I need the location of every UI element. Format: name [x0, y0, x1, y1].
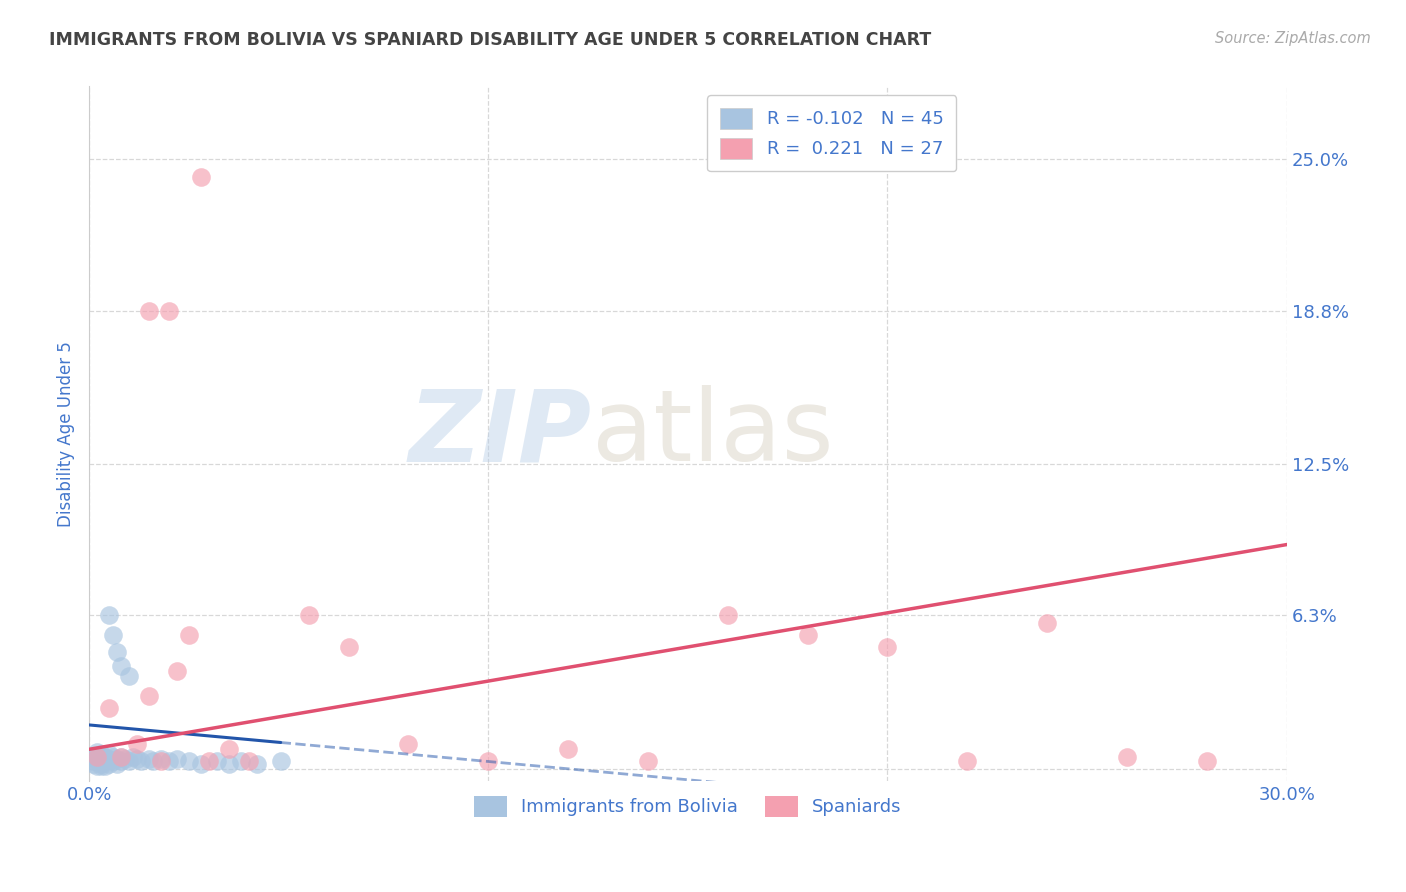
Point — [229, 755, 252, 769]
Point — [198, 755, 221, 769]
Point — [101, 749, 124, 764]
Point — [118, 669, 141, 683]
Point — [557, 742, 579, 756]
Point — [98, 608, 121, 623]
Point — [477, 755, 499, 769]
Point — [157, 303, 180, 318]
Point — [110, 749, 132, 764]
Point — [138, 303, 160, 318]
Point — [90, 759, 112, 773]
Point — [396, 738, 419, 752]
Point — [298, 608, 321, 623]
Text: atlas: atlas — [592, 385, 834, 483]
Point — [105, 756, 128, 771]
Point — [98, 747, 121, 761]
Y-axis label: Disability Age Under 5: Disability Age Under 5 — [58, 341, 75, 526]
Point — [86, 755, 108, 769]
Point — [82, 755, 104, 769]
Point — [82, 756, 104, 771]
Point — [94, 759, 117, 773]
Text: Source: ZipAtlas.com: Source: ZipAtlas.com — [1215, 31, 1371, 46]
Point — [166, 665, 188, 679]
Text: ZIP: ZIP — [409, 385, 592, 483]
Point — [796, 628, 818, 642]
Point — [101, 628, 124, 642]
Point — [105, 752, 128, 766]
Point — [218, 756, 240, 771]
Point — [157, 755, 180, 769]
Point — [190, 169, 212, 184]
Point — [1116, 749, 1139, 764]
Point — [122, 749, 145, 764]
Point — [956, 755, 979, 769]
Point — [637, 755, 659, 769]
Point — [118, 755, 141, 769]
Point — [110, 659, 132, 673]
Point — [1195, 755, 1218, 769]
Point — [90, 756, 112, 771]
Point — [270, 755, 292, 769]
Point — [86, 745, 108, 759]
Point — [337, 640, 360, 654]
Point — [110, 749, 132, 764]
Point — [98, 752, 121, 766]
Point — [86, 749, 108, 764]
Point — [94, 755, 117, 769]
Point — [98, 756, 121, 771]
Point — [138, 689, 160, 703]
Point — [82, 749, 104, 764]
Point — [98, 701, 121, 715]
Point — [238, 755, 260, 769]
Point — [246, 756, 269, 771]
Point — [129, 755, 152, 769]
Point — [177, 628, 200, 642]
Point — [86, 749, 108, 764]
Point — [90, 747, 112, 761]
Point — [205, 755, 228, 769]
Point — [105, 645, 128, 659]
Point — [717, 608, 740, 623]
Point — [94, 749, 117, 764]
Point — [114, 752, 136, 766]
Point — [101, 755, 124, 769]
Point — [125, 738, 148, 752]
Point — [138, 752, 160, 766]
Legend: Immigrants from Bolivia, Spaniards: Immigrants from Bolivia, Spaniards — [467, 789, 908, 824]
Point — [218, 742, 240, 756]
Point — [142, 755, 165, 769]
Point — [149, 752, 172, 766]
Point — [125, 752, 148, 766]
Point — [149, 755, 172, 769]
Point — [166, 752, 188, 766]
Point — [177, 755, 200, 769]
Point — [90, 752, 112, 766]
Point — [86, 759, 108, 773]
Point — [110, 755, 132, 769]
Point — [1036, 615, 1059, 630]
Point — [876, 640, 898, 654]
Point — [190, 756, 212, 771]
Text: IMMIGRANTS FROM BOLIVIA VS SPANIARD DISABILITY AGE UNDER 5 CORRELATION CHART: IMMIGRANTS FROM BOLIVIA VS SPANIARD DISA… — [49, 31, 931, 49]
